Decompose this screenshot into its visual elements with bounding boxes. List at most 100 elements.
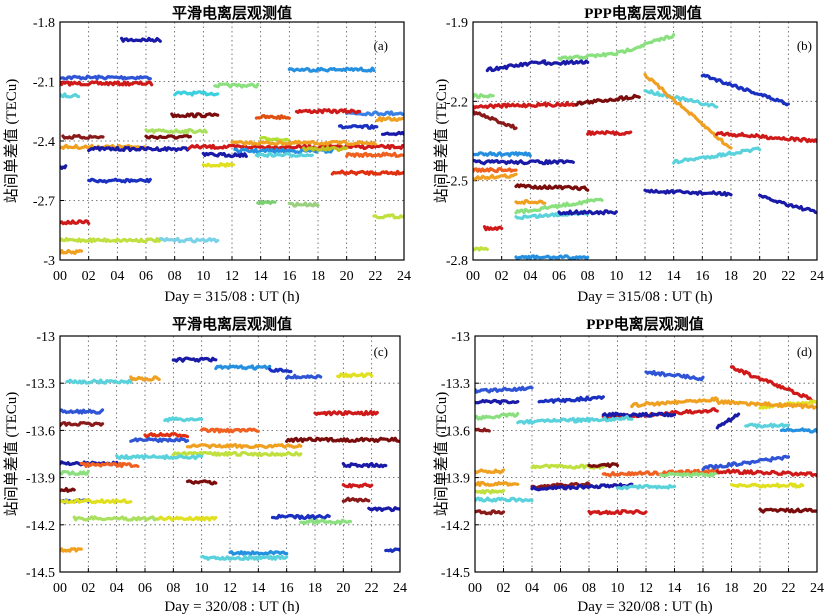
panel-c-ylabel: 站间单差值 (TECu) — [3, 392, 20, 517]
x-tick-label: 16 — [280, 581, 294, 596]
data-series-track — [715, 468, 817, 478]
data-series-track — [475, 427, 491, 433]
data-series-track — [701, 454, 791, 472]
data-series-track — [658, 471, 719, 478]
x-tick-label: 14 — [254, 269, 268, 284]
data-series-track — [60, 469, 90, 476]
data-series-track — [514, 183, 590, 192]
data-series-track — [615, 483, 677, 491]
data-series-track — [173, 90, 220, 97]
y-tick-label: -13.9 — [26, 472, 55, 487]
data-series-track — [643, 89, 719, 109]
panel-d: PPP电离层观测值 (d) Day = 320/08 : UT (h) 站间单差… — [433, 315, 824, 615]
plot-frame — [472, 21, 818, 261]
data-series-track — [715, 399, 817, 410]
data-series-track — [473, 159, 575, 166]
data-series-track — [163, 416, 204, 423]
y-tick-label: -13.3 — [441, 377, 470, 392]
data-series-track — [270, 513, 331, 521]
plot-frame — [474, 335, 818, 573]
data-series-track — [715, 412, 741, 430]
y-tick-label: -13.6 — [441, 424, 470, 439]
x-tick-label: 16 — [695, 269, 709, 284]
data-series-track — [87, 177, 152, 184]
data-series-track — [201, 161, 235, 168]
x-tick-label: 24 — [810, 269, 824, 284]
data-series-track — [285, 436, 400, 443]
data-series-track — [475, 398, 520, 405]
y-tick-label: -13.9 — [441, 472, 470, 487]
x-tick-label: 20 — [340, 269, 354, 284]
x-tick-label: 06 — [138, 581, 152, 596]
x-tick-label: 22 — [365, 581, 379, 596]
x-tick-label: 16 — [696, 581, 710, 596]
x-tick-label: 18 — [724, 269, 738, 284]
data-series-track — [643, 72, 733, 150]
x-tick-label: 08 — [166, 581, 180, 596]
data-series-track — [294, 108, 362, 115]
x-tick-label: 24 — [393, 581, 407, 596]
x-tick-label: 10 — [609, 269, 623, 284]
x-tick-label: 22 — [782, 581, 796, 596]
data-series-track — [587, 509, 648, 516]
data-series-track — [313, 409, 379, 417]
data-series-track — [185, 442, 303, 450]
plot-frame — [59, 335, 401, 573]
x-tick-label: 02 — [497, 581, 511, 596]
data-series-track — [201, 151, 248, 159]
data-series-track — [729, 482, 805, 489]
data-series-track — [473, 109, 518, 131]
data-series-track — [571, 93, 641, 107]
data-series-track — [672, 146, 762, 165]
data-series-track — [516, 416, 591, 425]
data-series-track — [475, 480, 520, 487]
panel-a-title: 平滑电离层观测值 — [172, 4, 292, 22]
data-series-track — [187, 143, 404, 151]
data-series-track — [514, 254, 590, 260]
x-tick-label: 12 — [223, 581, 237, 596]
data-series-track — [573, 414, 634, 424]
data-series-track — [475, 385, 534, 394]
data-series-track — [475, 496, 534, 503]
data-series-track — [65, 378, 133, 385]
data-series-track — [60, 547, 83, 553]
data-series-track — [87, 145, 191, 153]
data-series-track — [537, 395, 605, 404]
data-series-track — [60, 421, 105, 428]
data-series-track — [729, 365, 813, 402]
data-series-track — [115, 454, 204, 461]
data-series-track — [475, 488, 506, 495]
x-tick-label: 00 — [466, 269, 480, 284]
y-tick-label: -2.2 — [446, 95, 468, 110]
x-tick-label: 08 — [582, 581, 596, 596]
x-tick-label: 22 — [368, 269, 382, 284]
data-series-track — [482, 225, 504, 232]
data-series-track — [129, 375, 161, 382]
panel-c-title: 平滑电离层观测值 — [172, 315, 292, 333]
x-tick-label: 24 — [810, 581, 824, 596]
data-series-track — [758, 507, 817, 514]
data-series-track — [367, 506, 400, 513]
panel-c-xlabel: Day = 320/08 : UT (h) — [164, 599, 299, 615]
y-tick-label: -2.5 — [446, 175, 468, 190]
y-tick-label: -14.2 — [26, 519, 55, 534]
data-series-track — [158, 237, 220, 244]
x-tick-label: 14 — [668, 581, 682, 596]
data-series-track — [330, 169, 404, 176]
data-series-track — [287, 201, 320, 208]
data-series-track — [758, 193, 817, 215]
data-series-track — [230, 139, 377, 147]
panel-c: 平滑电离层观测值 (c) Day = 320/08 : UT (h) 站间单差值… — [3, 315, 407, 615]
y-tick-label: -13.6 — [26, 424, 55, 439]
data-series-track — [341, 482, 374, 489]
data-series-track — [543, 59, 590, 66]
data-series-track — [473, 172, 518, 181]
data-series-track — [129, 436, 190, 443]
data-series-track — [60, 487, 76, 493]
data-series-track — [341, 461, 388, 469]
data-series-track — [233, 147, 334, 155]
panel-d-ylabel: 站间单差值 (TECu) — [433, 392, 450, 517]
x-tick-label: 16 — [282, 269, 296, 284]
series-group — [60, 356, 400, 561]
